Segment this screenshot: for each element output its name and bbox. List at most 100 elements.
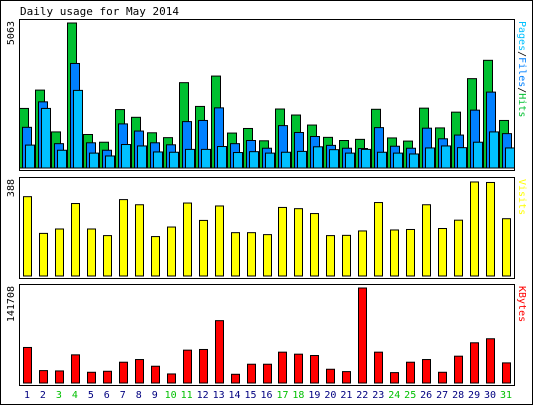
bar-pages-day-20: [329, 149, 339, 169]
day-label-18: 18: [292, 390, 304, 401]
day-label-23: 23: [372, 390, 384, 401]
day-label-14: 14: [229, 390, 241, 401]
bar-kbytes-day-17: [278, 351, 287, 384]
bar-kbytes-day-31: [502, 362, 511, 384]
day-label-9: 9: [152, 390, 158, 401]
bar-pages-day-22: [361, 148, 371, 169]
bar-visits-day-4: [71, 203, 80, 277]
bar-pages-day-26: [425, 147, 435, 169]
bar-kbytes-day-30: [486, 338, 495, 384]
bar-pages-day-13: [217, 146, 227, 169]
day-label-5: 5: [88, 390, 94, 401]
bar-visits-day-31: [502, 218, 511, 277]
day-label-28: 28: [452, 390, 464, 401]
bar-pages-day-17: [281, 151, 291, 169]
legend-entry: /: [516, 87, 527, 93]
bar-kbytes-day-29: [470, 342, 479, 384]
day-label-13: 13: [213, 390, 225, 401]
bar-visits-day-3: [55, 228, 64, 277]
bar-kbytes-day-4: [71, 354, 80, 384]
bar-kbytes-day-22: [358, 287, 367, 384]
bar-pages-day-30: [489, 131, 499, 169]
day-label-3: 3: [56, 390, 62, 401]
bar-visits-day-12: [199, 219, 208, 277]
chart-title: Daily usage for May 2014: [20, 5, 179, 18]
bar-visits-day-9: [151, 236, 160, 277]
bar-visits-day-19: [310, 213, 319, 277]
bar-visits-day-26: [422, 204, 431, 277]
bar-pages-day-21: [345, 152, 355, 169]
bar-visits-day-15: [247, 232, 256, 277]
bar-pages-day-31: [505, 147, 515, 169]
day-label-1: 1: [24, 390, 30, 401]
day-label-4: 4: [72, 390, 78, 401]
bar-kbytes-day-25: [406, 361, 415, 384]
bar-pages-day-11: [185, 148, 195, 169]
day-label-2: 2: [40, 390, 46, 401]
bar-visits-day-14: [231, 232, 240, 277]
bar-visits-day-11: [183, 202, 192, 277]
bar-kbytes-day-21: [342, 371, 351, 384]
bar-pages-day-15: [249, 151, 259, 169]
panel-visits: 388 Visits: [6, 177, 527, 279]
y-max-label: 388: [6, 179, 17, 197]
bar-visits-day-25: [406, 228, 415, 277]
legend-entry: Visits: [516, 179, 527, 215]
bar-pages-day-5: [89, 152, 99, 169]
bar-pages-day-8: [137, 145, 147, 169]
bar-pages-day-9: [153, 151, 163, 169]
y-max-label: 5063: [6, 21, 17, 45]
bar-visits-day-18: [294, 208, 303, 277]
bar-pages-day-16: [265, 152, 275, 169]
bar-kbytes-day-15: [247, 363, 256, 384]
day-label-20: 20: [324, 390, 336, 401]
bar-kbytes-day-6: [103, 370, 112, 384]
bar-visits-day-8: [135, 204, 144, 277]
bar-kbytes-day-2: [39, 370, 48, 384]
bar-kbytes-day-23: [374, 351, 383, 384]
bar-kbytes-day-14: [231, 373, 240, 384]
legend-entry: Hits: [516, 93, 527, 117]
day-label-10: 10: [165, 390, 177, 401]
day-label-30: 30: [484, 390, 496, 401]
panel-frame: [19, 19, 515, 171]
panel-frame: [19, 284, 515, 386]
bar-pages-day-23: [377, 151, 387, 169]
bar-visits-day-24: [390, 229, 399, 277]
bar-visits-day-10: [167, 226, 176, 277]
bar-kbytes-day-3: [55, 370, 64, 384]
bar-visits-day-6: [103, 235, 112, 277]
legend-entry: Pages: [516, 21, 527, 51]
day-label-22: 22: [356, 390, 368, 401]
bar-visits-day-30: [486, 181, 495, 277]
bar-pages-day-18: [297, 150, 307, 169]
bar-kbytes-day-10: [167, 373, 176, 384]
day-label-26: 26: [420, 390, 432, 401]
bar-kbytes-day-18: [294, 353, 303, 384]
legend-entry: Files: [516, 57, 527, 87]
bar-visits-day-28: [454, 219, 463, 277]
panel-frame: [19, 177, 515, 279]
bar-visits-day-29: [470, 181, 479, 277]
day-label-12: 12: [197, 390, 209, 401]
bar-visits-day-23: [374, 202, 383, 277]
bar-pages-day-3: [57, 149, 67, 169]
bar-pages-day-25: [409, 153, 419, 169]
bar-pages-day-7: [121, 144, 131, 169]
bar-pages-day-29: [473, 141, 483, 169]
bar-visits-day-17: [278, 206, 287, 277]
bar-pages-day-10: [169, 151, 179, 169]
bar-pages-day-24: [393, 152, 403, 169]
day-label-6: 6: [104, 390, 110, 401]
y-max-label: 141708: [6, 286, 17, 322]
bar-kbytes-day-12: [199, 348, 208, 384]
bar-kbytes-day-1: [23, 346, 32, 384]
legend-entry: /: [516, 51, 527, 57]
bar-visits-day-2: [39, 232, 48, 277]
bar-pages-day-1: [25, 144, 35, 169]
bar-pages-day-27: [441, 145, 451, 169]
day-label-11: 11: [181, 390, 193, 401]
bar-pages-day-19: [313, 146, 323, 169]
